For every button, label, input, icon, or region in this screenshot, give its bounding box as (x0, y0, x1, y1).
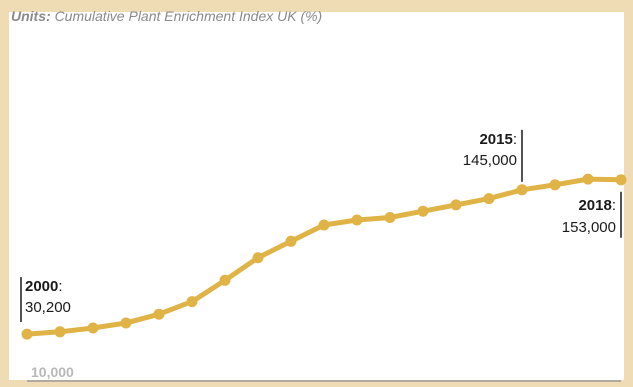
units-text: Cumulative Plant Enrichment Index UK (%) (54, 8, 323, 24)
annotation-value-2018: 153,000 (562, 219, 616, 236)
data-point-2005 (186, 296, 198, 308)
units-label: Units: (11, 8, 51, 24)
data-point-2014 (483, 193, 495, 205)
data-point-2008 (285, 235, 297, 247)
data-point-2009 (318, 219, 330, 231)
annotation-value-2015: 145,000 (463, 152, 517, 169)
data-point-2006 (219, 274, 231, 286)
chart-panel (9, 12, 624, 380)
data-point-2003 (120, 317, 132, 329)
data-point-2013 (450, 199, 462, 211)
y-tick-label: 10,000 (31, 364, 74, 380)
data-point-2011 (384, 212, 396, 223)
data-point-2017 (582, 173, 594, 185)
annotation-value-2000: 30,200 (25, 299, 71, 316)
annotation-year-2015: 2015: (479, 131, 517, 148)
data-point-2007 (252, 252, 264, 264)
data-point-2016 (549, 179, 561, 191)
annotation-2018: 2018: 153,000 (562, 191, 622, 238)
data-point-2002 (87, 322, 99, 334)
data-point-2000 (21, 328, 33, 340)
data-point-2015 (516, 184, 528, 196)
data-point-2012 (417, 205, 429, 217)
series-line (24, 176, 624, 337)
annotation-year-2000: 2000: (25, 278, 63, 295)
annotation-year-2018: 2018: (578, 197, 616, 214)
annotation-2015: 2015: 145,000 (463, 129, 523, 182)
units-caption: Units: Cumulative Plant Enrichment Index… (11, 8, 322, 24)
data-point-2010 (351, 214, 363, 226)
data-point-2001 (54, 326, 66, 338)
data-point-2004 (153, 308, 165, 320)
annotation-2000: 2000: 30,200 (20, 277, 71, 323)
data-point-2018 (615, 174, 627, 186)
